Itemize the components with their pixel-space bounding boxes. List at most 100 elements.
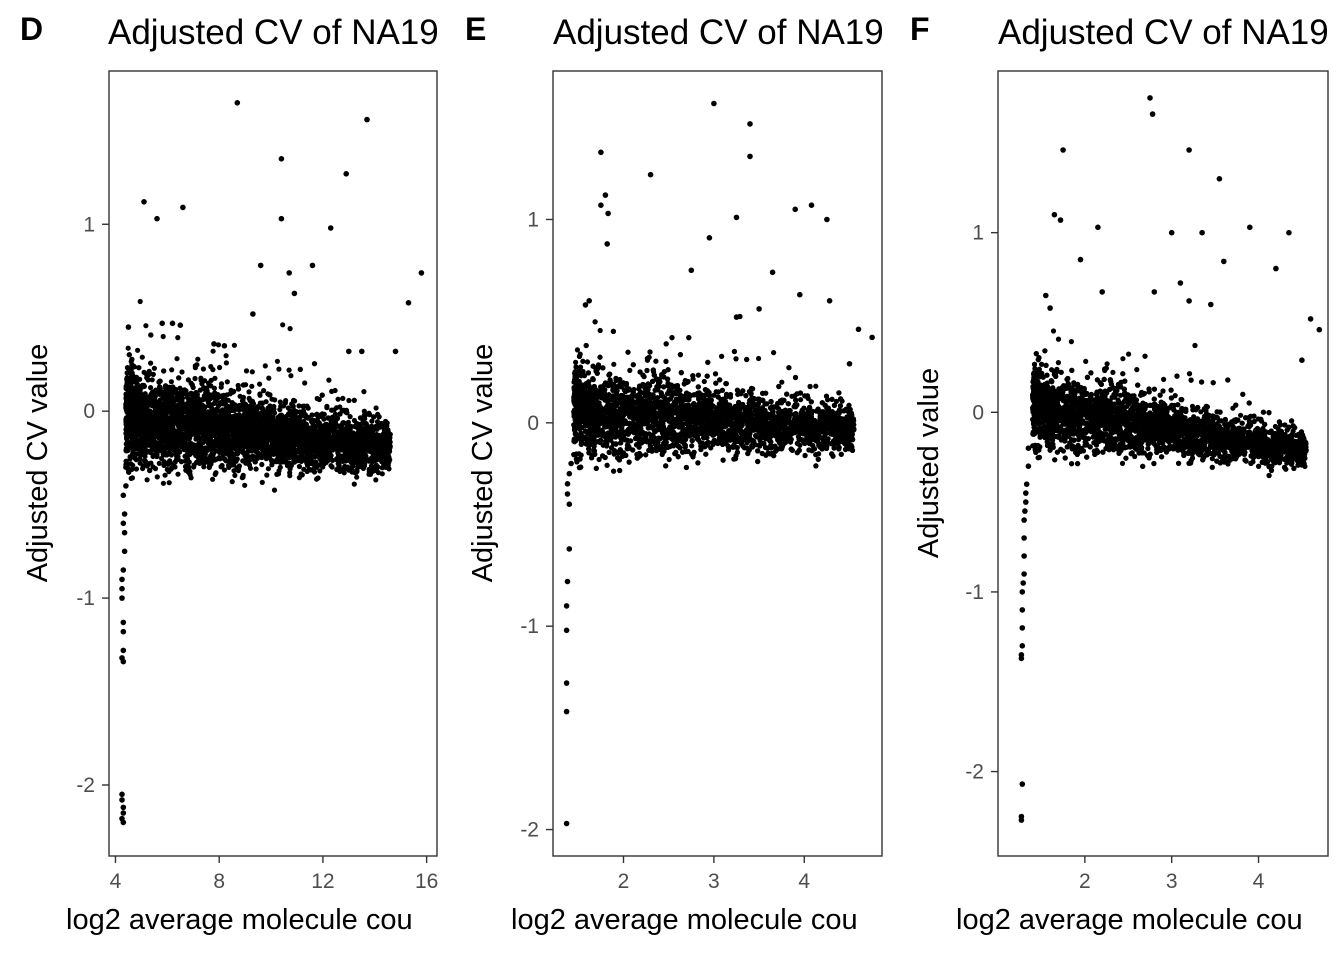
data-point (135, 412, 141, 419)
data-point (332, 387, 338, 394)
data-point (154, 453, 160, 460)
data-point (218, 384, 224, 390)
data-point (242, 482, 248, 488)
data-point (250, 430, 256, 436)
data-point (119, 797, 125, 803)
data-point (231, 413, 237, 419)
data-point (204, 459, 210, 465)
data-point (373, 405, 379, 411)
data-point (210, 476, 216, 482)
data-point (175, 471, 181, 477)
data-point (133, 466, 139, 472)
data-point (241, 444, 247, 450)
data-point (252, 459, 258, 465)
data-point (262, 363, 268, 369)
data-point (318, 412, 324, 418)
data-point (267, 392, 273, 398)
data-point (237, 415, 243, 421)
data-point (200, 454, 206, 460)
data-point (198, 377, 204, 383)
data-point (176, 375, 182, 381)
data-point (265, 425, 271, 431)
data-point (361, 439, 367, 445)
data-point (120, 520, 127, 527)
data-point (131, 364, 137, 370)
data-point (197, 403, 204, 409)
data-point (164, 466, 170, 473)
data-point (185, 465, 191, 471)
data-point (119, 585, 125, 592)
data-point (286, 270, 293, 276)
data-point (126, 389, 132, 395)
data-point (263, 413, 269, 419)
data-point (164, 396, 170, 402)
data-point (146, 368, 152, 374)
data-point (175, 456, 181, 463)
data-point (178, 396, 184, 403)
data-point (247, 465, 254, 471)
data-point (169, 417, 175, 423)
data-point (156, 390, 162, 396)
data-point (255, 404, 261, 410)
data-point (123, 483, 129, 489)
data-point (331, 427, 337, 433)
data-point (418, 270, 425, 276)
data-point (156, 415, 162, 421)
data-point (228, 420, 234, 426)
data-point (147, 467, 153, 474)
data-point (148, 447, 154, 454)
data-point (329, 407, 335, 413)
data-point (262, 438, 268, 444)
data-point (125, 408, 131, 414)
data-point (255, 434, 261, 440)
data-point (284, 449, 290, 455)
data-point (150, 371, 156, 377)
data-point (244, 433, 250, 439)
data-point (309, 454, 315, 461)
data-point (351, 417, 357, 424)
data-point (296, 475, 302, 481)
data-point (335, 450, 341, 456)
data-point (161, 422, 167, 429)
data-point (232, 422, 238, 428)
data-point (238, 439, 244, 446)
data-point (191, 464, 197, 470)
data-point (291, 410, 297, 416)
data-point (249, 369, 255, 375)
data-point (223, 458, 229, 464)
data-point (301, 418, 307, 424)
data-point (119, 576, 125, 583)
data-point (304, 468, 310, 474)
data-point (235, 386, 242, 392)
data-point (322, 453, 328, 459)
x-axis-title: log2 average molecule cou (66, 904, 413, 936)
data-point (267, 430, 273, 436)
data-point (223, 353, 229, 359)
data-point (234, 456, 240, 462)
data-point (337, 411, 343, 417)
data-point (286, 426, 292, 432)
data-point (267, 436, 273, 442)
data-point (316, 420, 322, 426)
data-point (291, 290, 298, 297)
data-point (211, 341, 217, 347)
data-point (236, 446, 243, 452)
data-point (245, 424, 251, 430)
data-point (159, 320, 165, 327)
data-point (265, 466, 271, 472)
panel-e: E Adjusted CV of NA19 Adjusted CV value … (465, 11, 884, 936)
data-point (119, 595, 125, 601)
data-point (130, 439, 136, 446)
data-point (210, 348, 216, 354)
data-point (226, 446, 232, 452)
data-point (268, 444, 275, 450)
data-point (120, 619, 127, 626)
data-point (123, 464, 129, 471)
data-point (374, 423, 380, 429)
data-point (311, 361, 318, 367)
data-point (137, 386, 143, 392)
data-point (343, 452, 349, 458)
data-point (174, 356, 180, 362)
data-point (168, 379, 174, 385)
data-point (220, 428, 227, 434)
